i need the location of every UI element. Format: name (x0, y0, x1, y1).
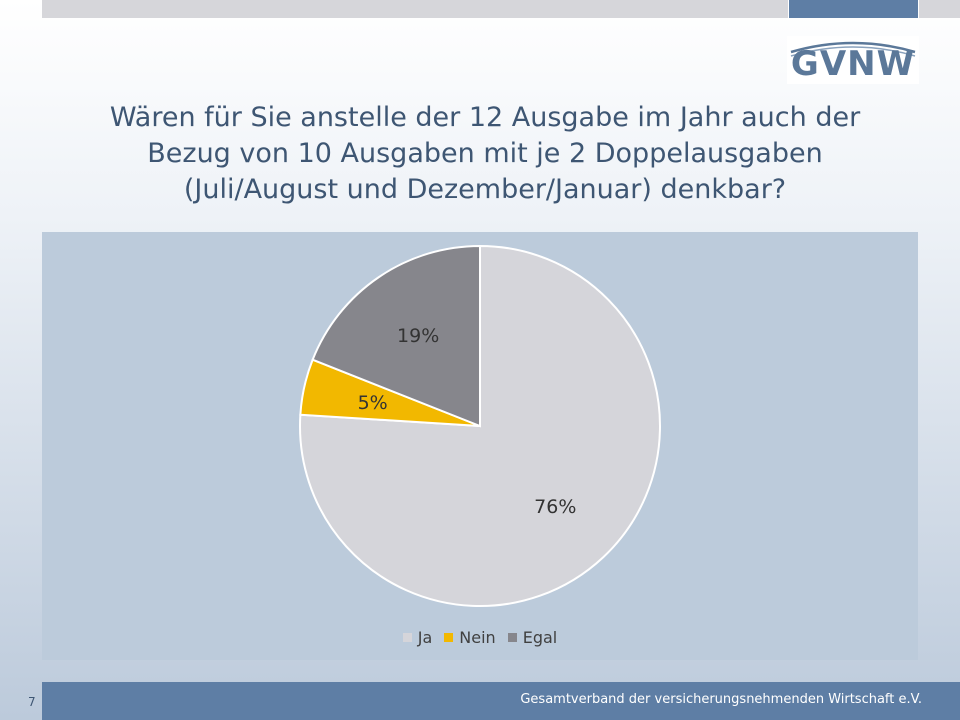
chart-legend: Ja Nein Egal (42, 625, 918, 649)
gvnw-logo: GVNW (787, 36, 919, 84)
legend-item-egal: Egal (507, 627, 558, 647)
footer-text: Gesamtverband der versicherungsnehmenden… (520, 692, 922, 707)
pie-chart: 76% 5% 19% (299, 244, 661, 607)
legend-swatch-nein (444, 632, 454, 642)
logo-arc-icon (790, 41, 916, 57)
top-bar-accent (789, 0, 918, 18)
title-line-2: Bezug von 10 Ausgaben mit je 2 Doppelaus… (147, 138, 823, 169)
chart-panel: 76% 5% 19% Ja Nein Egal (42, 232, 918, 660)
legend-swatch-egal (507, 632, 517, 642)
legend-label-nein: Nein (459, 627, 496, 647)
legend-swatch-ja (402, 632, 412, 642)
pie-slice-ja (299, 244, 661, 607)
legend-label-egal: Egal (522, 627, 558, 647)
top-bar-right (919, 0, 960, 18)
legend-item-ja: Ja (402, 627, 433, 647)
title-line-3: (Juli/August und Dezember/Januar) denkba… (183, 174, 787, 205)
pie-slice-egal (311, 244, 481, 428)
data-label-ja: 76% (534, 496, 576, 518)
slide-title: Wären für Sie anstelle der 12 Ausgabe im… (60, 100, 910, 208)
logo-text: GVNW (790, 44, 916, 84)
page-number: 7 (28, 695, 36, 709)
data-label-nein: 5% (358, 392, 388, 414)
top-bar-left (42, 0, 788, 18)
footer-bar: Gesamtverband der versicherungsnehmenden… (42, 682, 960, 720)
legend-item-nein: Nein (444, 627, 496, 647)
legend-label-ja: Ja (417, 627, 433, 647)
data-label-egal: 19% (397, 325, 439, 347)
title-line-1: Wären für Sie anstelle der 12 Ausgabe im… (109, 102, 861, 133)
